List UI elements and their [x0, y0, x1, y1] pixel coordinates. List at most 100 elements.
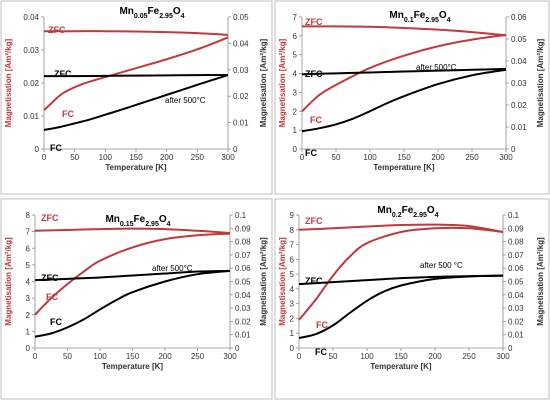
- red-fc-series-line: [43, 36, 229, 111]
- red-fc-series-line: [34, 232, 231, 316]
- x-tick-label: 0: [42, 153, 47, 162]
- left-tick-label: 3: [290, 300, 295, 309]
- right-tick-label: 0.09: [508, 224, 524, 233]
- x-tick-label: 300: [499, 153, 513, 162]
- right-tick-label: 0: [511, 145, 516, 154]
- panel-border: [274, 0, 550, 195]
- right-tick-label: 0: [508, 344, 513, 353]
- x-tick-label: 150: [397, 153, 411, 162]
- series-label: FC: [310, 115, 322, 125]
- series-label: FC: [50, 317, 62, 327]
- right-tick-label: 0.04: [235, 291, 251, 300]
- x-tick-label: 100: [360, 352, 374, 361]
- right-tick-label: 0: [235, 344, 240, 353]
- right-tick-label: 0.01: [511, 123, 527, 132]
- left-tick-label: 1: [26, 327, 31, 336]
- series-label: ZFC: [41, 273, 59, 283]
- right-tick-label: 0.03: [511, 79, 527, 88]
- left-tick-label: 0: [290, 344, 295, 353]
- series-label: ZFC: [305, 69, 323, 79]
- right-tick-label: 0.06: [235, 264, 251, 273]
- left-tick-label: 4: [290, 285, 295, 294]
- left-tick-label: 1: [290, 329, 295, 338]
- left-tick-label: 3: [293, 88, 298, 97]
- chart-title: Mn0.05Fe2.95O4: [119, 6, 184, 20]
- left-tick-label: 2: [26, 311, 31, 320]
- x-tick-label: 100: [99, 153, 113, 162]
- right-tick-label: 0.1: [235, 211, 247, 220]
- black-zfc-series-line: [34, 269, 231, 282]
- right-tick-label: 0.01: [233, 119, 249, 128]
- series-label: FC: [305, 148, 317, 158]
- right-tick-label: 0.03: [233, 66, 249, 75]
- x-tick-label: 50: [329, 352, 338, 361]
- x-tick-label: 250: [462, 352, 476, 361]
- left-tick-label: 5: [290, 270, 295, 279]
- black-fc-series-line: [34, 269, 231, 338]
- annotation-after-500c: after 500°C: [165, 96, 206, 105]
- red-zfc-series-line: [34, 227, 231, 234]
- x-tick-label: 250: [191, 153, 205, 162]
- series-label: ZFC: [305, 216, 323, 226]
- left-tick-label: 2: [290, 314, 295, 323]
- left-tick-label: 7: [293, 13, 298, 22]
- x-tick-label: 200: [160, 153, 174, 162]
- right-tick-label: 0: [233, 145, 238, 154]
- x-tick-label: 0: [33, 352, 38, 361]
- right-y-axis-label: Magnetisation [Am²/kg]: [259, 38, 268, 127]
- red-zfc-series-line: [301, 25, 507, 37]
- right-tick-label: 0.02: [233, 92, 249, 101]
- series-label: FC: [46, 292, 58, 302]
- series-label: FC: [62, 109, 74, 119]
- left-tick-label: 0: [35, 145, 40, 154]
- left-tick-label: 5: [26, 261, 31, 270]
- left-tick-label: 1: [293, 126, 298, 135]
- right-tick-label: 0.07: [235, 251, 251, 260]
- right-tick-label: 0.01: [508, 331, 524, 340]
- right-tick-label: 0.02: [511, 101, 527, 110]
- x-tick-label: 100: [93, 352, 107, 361]
- chart-title: Mn0.2Fe2.95O4: [377, 205, 438, 219]
- black-fc-series-line: [301, 68, 507, 133]
- left-tick-label: 8: [290, 226, 295, 235]
- right-tick-label: 0.05: [235, 278, 251, 287]
- right-tick-label: 0.04: [511, 57, 527, 66]
- right-tick-label: 0.05: [233, 13, 249, 22]
- x-tick-label: 0: [297, 352, 302, 361]
- left-y-axis-label: Magnetisation [Am²/kg]: [278, 237, 287, 326]
- x-tick-label: 250: [191, 352, 205, 361]
- right-tick-label: 0.08: [508, 238, 524, 247]
- right-tick-label: 0.04: [508, 291, 524, 300]
- right-tick-label: 0.05: [508, 278, 524, 287]
- right-tick-label: 0.02: [235, 317, 251, 326]
- x-tick-label: 150: [394, 352, 408, 361]
- left-y-axis-label: Magnetisation [Am²/kg]: [278, 38, 287, 127]
- black-fc-series-line: [43, 74, 229, 131]
- red-zfc-series-line: [44, 30, 229, 36]
- series-label: FC: [50, 143, 62, 153]
- x-tick-label: 250: [465, 153, 479, 162]
- left-tick-label: 5: [293, 51, 298, 60]
- annotation-after-500c: after 500 °C: [420, 261, 463, 270]
- left-tick-label: 2: [293, 107, 298, 116]
- x-tick-label: 50: [70, 153, 79, 162]
- x-tick-label: 150: [126, 352, 140, 361]
- chart-title: Mn0.15Fe2.95O4: [105, 214, 170, 228]
- right-tick-label: 0.09: [235, 224, 251, 233]
- red-fc-series-line: [301, 33, 507, 113]
- right-y-axis-label: Magnetisation [Am²/kg]: [259, 237, 268, 326]
- annotation-after-500c: after 500°C: [152, 264, 193, 273]
- left-tick-label: 0.04: [23, 13, 39, 22]
- left-tick-label: 6: [293, 32, 298, 41]
- x-tick-label: 100: [363, 153, 377, 162]
- left-tick-label: 9: [290, 211, 295, 220]
- x-tick-label: 0: [300, 153, 305, 162]
- left-tick-label: 4: [26, 278, 31, 287]
- left-tick-label: 0.03: [23, 46, 39, 55]
- x-axis-label: Temperature [K]: [102, 362, 164, 371]
- black-fc-series-line: [298, 274, 504, 339]
- series-label: ZFC: [48, 25, 66, 35]
- x-tick-label: 150: [129, 153, 143, 162]
- right-tick-label: 0.07: [508, 251, 524, 260]
